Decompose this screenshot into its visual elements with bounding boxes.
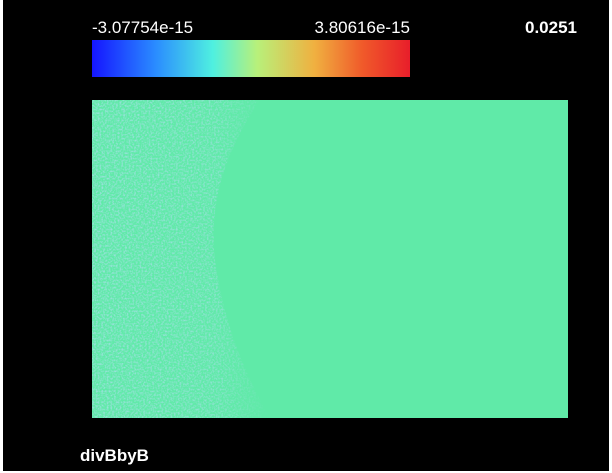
colorbar-min: -3.07754e-15 [92,18,193,37]
noise-region [92,100,292,418]
colorbar-max: 3.80616e-15 [315,18,410,37]
colorbar [92,40,410,77]
time-value: 0.0251 [525,18,577,37]
field-name: divBbyB [80,446,149,465]
